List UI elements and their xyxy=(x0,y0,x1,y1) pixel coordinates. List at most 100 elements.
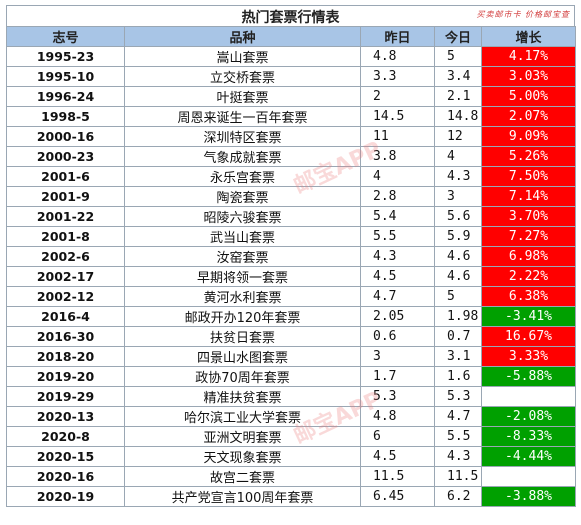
cell-stamp-id[interactable]: 2020-19 xyxy=(6,486,125,507)
cell-yesterday-price[interactable]: 0.6 xyxy=(360,326,435,347)
cell-today-price[interactable]: 3 xyxy=(434,186,482,207)
cell-today-price[interactable]: 12 xyxy=(434,126,482,147)
cell-yesterday-price[interactable]: 3 xyxy=(360,346,435,367)
cell-yesterday-price[interactable]: 11.5 xyxy=(360,466,435,487)
cell-growth[interactable]: -3.88% xyxy=(481,486,576,507)
table-row[interactable]: 1996-24 叶挺套票 2 2.1 5.00% xyxy=(6,86,576,107)
cell-stamp-id[interactable]: 1996-24 xyxy=(6,86,125,107)
cell-stamp-id[interactable]: 2020-16 xyxy=(6,466,125,487)
cell-stamp-id[interactable]: 1995-10 xyxy=(6,66,125,87)
cell-stamp-id[interactable]: 2001-8 xyxy=(6,226,125,247)
table-row[interactable]: 1995-10 立交桥套票 3.3 3.4 3.03% xyxy=(6,66,576,87)
cell-yesterday-price[interactable]: 4.7 xyxy=(360,286,435,307)
cell-stamp-id[interactable]: 2002-17 xyxy=(6,266,125,287)
cell-growth[interactable]: -8.33% xyxy=(481,426,576,447)
cell-growth[interactable]: -2.08% xyxy=(481,406,576,427)
cell-growth[interactable]: 7.27% xyxy=(481,226,576,247)
cell-stamp-name[interactable]: 亚洲文明套票 xyxy=(124,426,361,447)
cell-today-price[interactable]: 14.8 xyxy=(434,106,482,127)
cell-growth[interactable]: 5.26% xyxy=(481,146,576,167)
cell-stamp-name[interactable]: 叶挺套票 xyxy=(124,86,361,107)
cell-growth[interactable]: 3.33% xyxy=(481,346,576,367)
cell-yesterday-price[interactable]: 5.3 xyxy=(360,386,435,407)
cell-stamp-id[interactable]: 2002-12 xyxy=(6,286,125,307)
cell-today-price[interactable]: 2.1 xyxy=(434,86,482,107)
cell-yesterday-price[interactable]: 4.5 xyxy=(360,266,435,287)
cell-growth[interactable]: 6.38% xyxy=(481,286,576,307)
cell-stamp-name[interactable]: 深圳特区套票 xyxy=(124,126,361,147)
cell-growth[interactable]: 2.22% xyxy=(481,266,576,287)
cell-stamp-name[interactable]: 嵩山套票 xyxy=(124,46,361,67)
cell-stamp-name[interactable]: 共产党宣言100周年套票 xyxy=(124,486,361,507)
cell-yesterday-price[interactable]: 1.7 xyxy=(360,366,435,387)
cell-stamp-name[interactable]: 早期将领一套票 xyxy=(124,266,361,287)
cell-yesterday-price[interactable]: 2.8 xyxy=(360,186,435,207)
cell-stamp-id[interactable]: 2001-22 xyxy=(6,206,125,227)
table-row[interactable]: 1995-23 嵩山套票 4.8 5 4.17% xyxy=(6,46,576,67)
cell-stamp-name[interactable]: 武当山套票 xyxy=(124,226,361,247)
cell-growth[interactable]: 16.67% xyxy=(481,326,576,347)
cell-today-price[interactable]: 11.5 xyxy=(434,466,482,487)
cell-stamp-name[interactable]: 昭陵六骏套票 xyxy=(124,206,361,227)
cell-stamp-name[interactable]: 扶贫日套票 xyxy=(124,326,361,347)
col-header-id[interactable]: 志号 xyxy=(6,26,125,47)
cell-growth[interactable]: 5.00% xyxy=(481,86,576,107)
cell-yesterday-price[interactable]: 5.5 xyxy=(360,226,435,247)
cell-growth[interactable]: -3.41% xyxy=(481,306,576,327)
cell-stamp-name[interactable]: 天文现象套票 xyxy=(124,446,361,467)
table-row[interactable]: 2019-20 政协70周年套票 1.7 1.6 -5.88% xyxy=(6,366,576,387)
cell-stamp-id[interactable]: 2002-6 xyxy=(6,246,125,267)
cell-growth[interactable]: 4.17% xyxy=(481,46,576,67)
cell-yesterday-price[interactable]: 5.4 xyxy=(360,206,435,227)
cell-stamp-id[interactable]: 2016-4 xyxy=(6,306,125,327)
cell-today-price[interactable]: 5.5 xyxy=(434,426,482,447)
cell-stamp-id[interactable]: 2001-6 xyxy=(6,166,125,187)
cell-today-price[interactable]: 5.9 xyxy=(434,226,482,247)
cell-today-price[interactable]: 4.6 xyxy=(434,246,482,267)
table-row[interactable]: 2001-22 昭陵六骏套票 5.4 5.6 3.70% xyxy=(6,206,576,227)
cell-yesterday-price[interactable]: 2 xyxy=(360,86,435,107)
cell-stamp-name[interactable]: 立交桥套票 xyxy=(124,66,361,87)
table-row[interactable]: 2016-4 邮政开办120年套票 2.05 1.98 -3.41% xyxy=(6,306,576,327)
cell-yesterday-price[interactable]: 3.3 xyxy=(360,66,435,87)
cell-stamp-name[interactable]: 黄河水利套票 xyxy=(124,286,361,307)
cell-yesterday-price[interactable]: 11 xyxy=(360,126,435,147)
table-row[interactable]: 2020-13 哈尔滨工业大学套票 4.8 4.7 -2.08% xyxy=(6,406,576,427)
cell-growth[interactable] xyxy=(481,386,576,407)
cell-today-price[interactable]: 6.2 xyxy=(434,486,482,507)
cell-today-price[interactable]: 4 xyxy=(434,146,482,167)
cell-stamp-name[interactable]: 精准扶贫套票 xyxy=(124,386,361,407)
table-row[interactable]: 2001-9 陶瓷套票 2.8 3 7.14% xyxy=(6,186,576,207)
col-header-today[interactable]: 今日 xyxy=(434,26,482,47)
cell-today-price[interactable]: 1.98 xyxy=(434,306,482,327)
cell-yesterday-price[interactable]: 4.8 xyxy=(360,46,435,67)
table-row[interactable]: 2000-16 深圳特区套票 11 12 9.09% xyxy=(6,126,576,147)
cell-today-price[interactable]: 5.3 xyxy=(434,386,482,407)
cell-stamp-id[interactable]: 1995-23 xyxy=(6,46,125,67)
cell-growth[interactable]: 7.14% xyxy=(481,186,576,207)
cell-growth[interactable]: -5.88% xyxy=(481,366,576,387)
cell-stamp-name[interactable]: 四景山水图套票 xyxy=(124,346,361,367)
cell-today-price[interactable]: 3.1 xyxy=(434,346,482,367)
cell-today-price[interactable]: 5 xyxy=(434,46,482,67)
cell-yesterday-price[interactable]: 4 xyxy=(360,166,435,187)
table-row[interactable]: 2019-29 精准扶贫套票 5.3 5.3 xyxy=(6,386,576,407)
table-row[interactable]: 2002-17 早期将领一套票 4.5 4.6 2.22% xyxy=(6,266,576,287)
cell-stamp-id[interactable]: 2000-16 xyxy=(6,126,125,147)
cell-growth[interactable]: 6.98% xyxy=(481,246,576,267)
table-row[interactable]: 2001-8 武当山套票 5.5 5.9 7.27% xyxy=(6,226,576,247)
cell-stamp-name[interactable]: 气象成就套票 xyxy=(124,146,361,167)
cell-yesterday-price[interactable]: 4.3 xyxy=(360,246,435,267)
cell-stamp-name[interactable]: 哈尔滨工业大学套票 xyxy=(124,406,361,427)
cell-today-price[interactable]: 4.3 xyxy=(434,446,482,467)
cell-yesterday-price[interactable]: 3.8 xyxy=(360,146,435,167)
cell-stamp-id[interactable]: 2018-20 xyxy=(6,346,125,367)
cell-stamp-name[interactable]: 永乐宫套票 xyxy=(124,166,361,187)
cell-stamp-id[interactable]: 2000-23 xyxy=(6,146,125,167)
cell-yesterday-price[interactable]: 14.5 xyxy=(360,106,435,127)
cell-growth[interactable]: 2.07% xyxy=(481,106,576,127)
cell-yesterday-price[interactable]: 4.5 xyxy=(360,446,435,467)
table-row[interactable]: 2001-6 永乐宫套票 4 4.3 7.50% xyxy=(6,166,576,187)
cell-yesterday-price[interactable]: 4.8 xyxy=(360,406,435,427)
cell-today-price[interactable]: 4.3 xyxy=(434,166,482,187)
